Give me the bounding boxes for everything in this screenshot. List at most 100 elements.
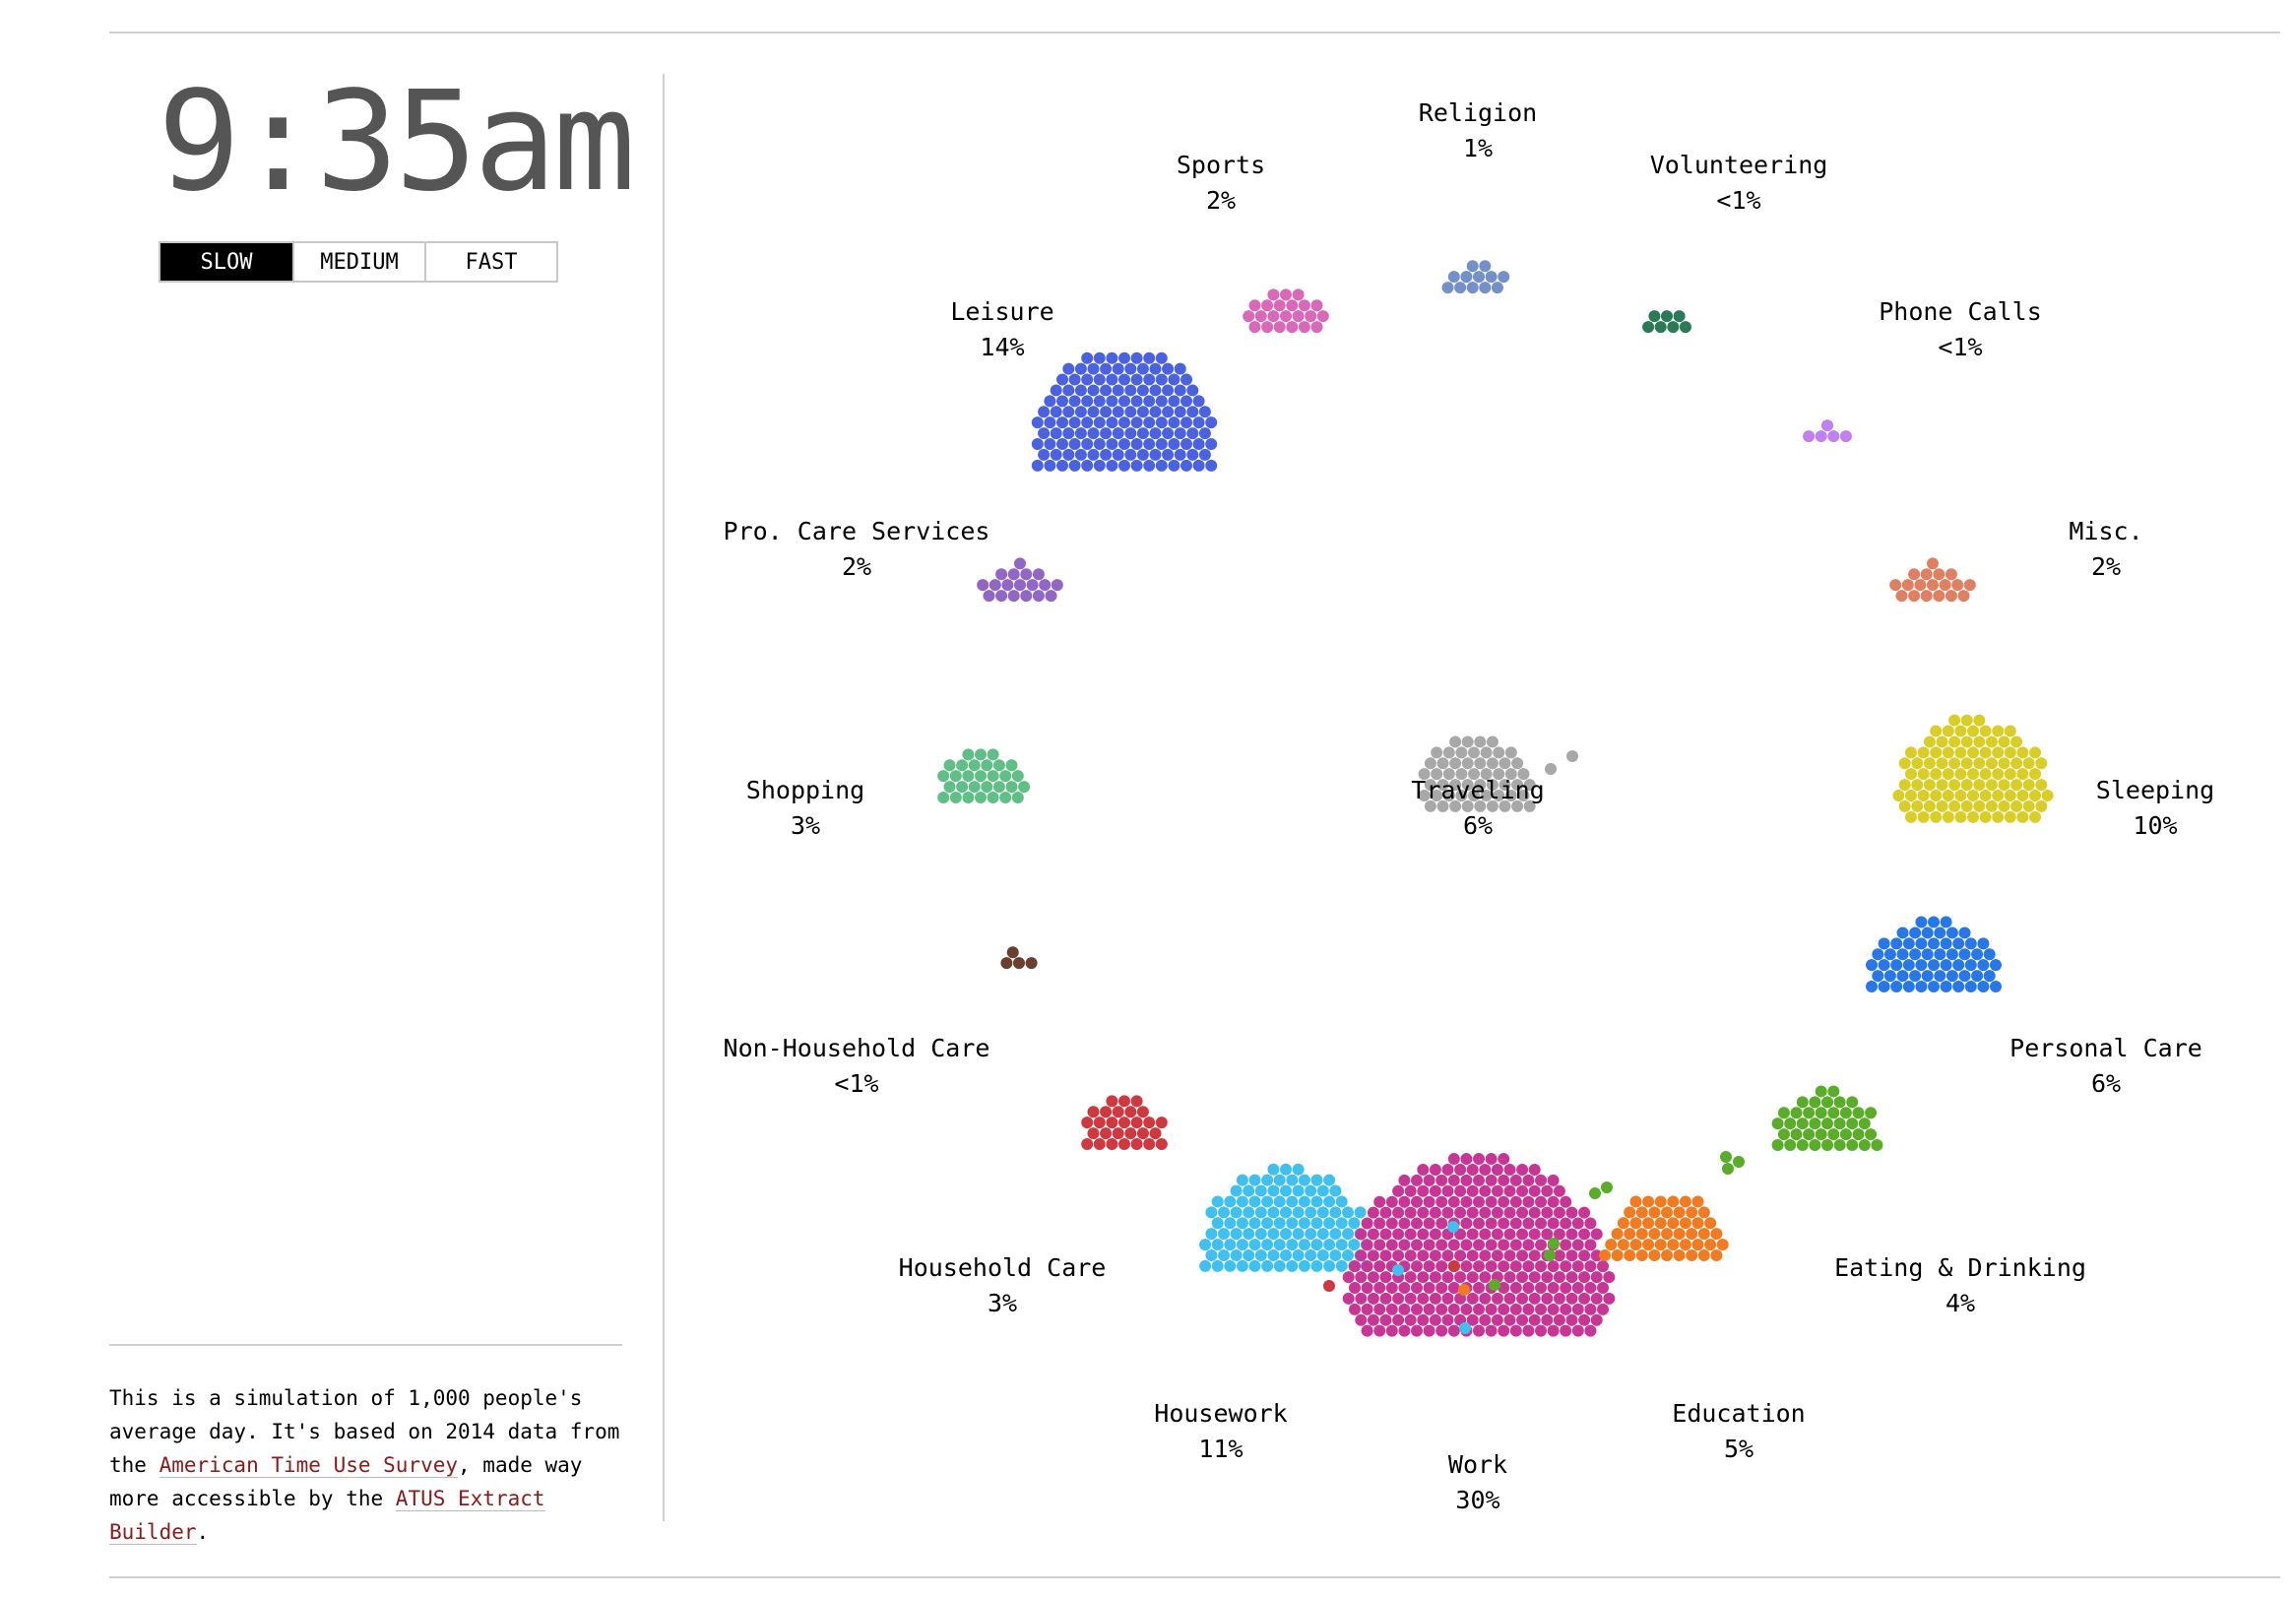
speed-slow-button[interactable]: SLOW xyxy=(160,243,292,281)
person-dot xyxy=(975,770,987,783)
person-dot xyxy=(1908,568,1921,581)
person-dot xyxy=(999,792,1012,803)
person-dot-moving xyxy=(1720,1151,1732,1163)
person-dot xyxy=(1168,438,1180,450)
person-dot xyxy=(1367,1313,1379,1326)
person-dot xyxy=(1081,373,1094,386)
person-dot xyxy=(1180,373,1192,386)
person-dot xyxy=(1517,790,1530,801)
label-household-care: Household Care 3% xyxy=(899,1250,1107,1321)
speed-fast-button[interactable]: FAST xyxy=(424,243,556,281)
person-dot xyxy=(1093,351,1106,364)
person-dot xyxy=(1983,970,1996,983)
person-dot xyxy=(1118,1095,1130,1108)
person-dot xyxy=(1474,799,1487,812)
activity-name: Housework xyxy=(1154,1399,1288,1428)
person-dot xyxy=(1466,1249,1479,1262)
person-dot xyxy=(1205,459,1218,472)
person-dot xyxy=(1509,1195,1522,1208)
person-dot xyxy=(1261,321,1274,334)
person-dot xyxy=(1143,459,1156,472)
person-dot xyxy=(1243,310,1255,323)
person-dot xyxy=(1429,1271,1441,1284)
person-dot xyxy=(1624,1228,1636,1241)
person-dot xyxy=(1093,1117,1106,1129)
person-dot xyxy=(1100,362,1113,375)
person-dot xyxy=(1921,926,1934,939)
person-dot xyxy=(1014,557,1026,570)
person-dot xyxy=(1118,1138,1130,1150)
person-dot xyxy=(1460,1239,1473,1251)
person-dot xyxy=(1087,1127,1100,1140)
person-dot xyxy=(1385,1217,1398,1230)
person-dot xyxy=(1954,746,1967,759)
person-dot xyxy=(1697,1249,1710,1261)
person-dot xyxy=(1584,1260,1597,1273)
person-dot xyxy=(1597,1282,1609,1294)
cluster-sports xyxy=(1243,288,1329,334)
person-dot xyxy=(1342,1292,1355,1305)
person-dot xyxy=(1833,1139,1846,1151)
person-dot xyxy=(2035,779,2048,792)
person-dot xyxy=(1560,1195,1572,1208)
person-dot xyxy=(1960,735,1973,748)
activity-name: Misc. xyxy=(2069,517,2143,545)
atus-link[interactable]: American Time Use Survey xyxy=(159,1453,459,1478)
person-dot xyxy=(1248,1259,1261,1272)
person-dot xyxy=(1143,1117,1156,1129)
person-dot xyxy=(1455,768,1468,781)
person-dot xyxy=(1130,1095,1143,1108)
person-dot xyxy=(1423,1239,1435,1251)
person-dot xyxy=(1933,568,1945,581)
person-dot xyxy=(1435,1303,1448,1315)
person-dot xyxy=(1597,1260,1609,1273)
person-dot xyxy=(1809,1139,1821,1151)
activity-pct: 1% xyxy=(1462,134,1494,162)
activity-pct: 6% xyxy=(2090,1069,2122,1098)
person-dot xyxy=(1686,1228,1698,1241)
person-dot xyxy=(1292,288,1305,301)
person-dot xyxy=(1423,1174,1435,1186)
person-dot xyxy=(1998,735,2010,748)
person-dot xyxy=(1883,970,1896,983)
person-dot xyxy=(1958,926,1971,939)
person-dot xyxy=(1948,799,1961,812)
cluster-personal-care xyxy=(1866,916,2002,992)
person-dot xyxy=(1248,1195,1261,1208)
person-dot xyxy=(1436,757,1449,770)
person-dot xyxy=(1447,271,1460,284)
speed-medium-button[interactable]: MEDIUM xyxy=(292,243,424,281)
person-dot xyxy=(1911,757,1924,770)
person-dot xyxy=(1118,351,1130,364)
person-dot xyxy=(1248,299,1261,312)
person-dot xyxy=(1917,810,1930,823)
person-dot xyxy=(1436,779,1449,792)
person-dot xyxy=(1516,1163,1529,1176)
cluster-education xyxy=(1599,1195,1729,1261)
person-dot xyxy=(1928,916,1940,928)
person-dot xyxy=(2022,779,2035,792)
person-dot xyxy=(1429,1249,1441,1262)
person-dot xyxy=(1890,981,1903,992)
person-dot xyxy=(1205,1206,1218,1219)
person-dot xyxy=(1827,1128,1840,1141)
activity-pct: 14% xyxy=(980,333,1025,361)
person-dot xyxy=(1124,384,1137,397)
person-dot xyxy=(1411,1282,1423,1294)
person-dot xyxy=(1025,957,1038,970)
person-dot xyxy=(1198,448,1211,461)
person-dot xyxy=(1584,1217,1597,1230)
person-dot xyxy=(1686,1206,1698,1219)
extract-builder-link[interactable]: ATUS Extract Builder xyxy=(109,1487,545,1545)
person-dot xyxy=(1560,1260,1572,1273)
person-dot xyxy=(1498,1153,1510,1166)
person-dot xyxy=(1124,448,1137,461)
person-dot xyxy=(1211,1195,1224,1208)
person-dot xyxy=(1954,810,1967,823)
person-dot xyxy=(1136,1106,1149,1118)
person-dot xyxy=(1571,1324,1584,1337)
person-dot xyxy=(1081,1117,1094,1129)
person-dot xyxy=(1385,1239,1398,1251)
person-dot xyxy=(1411,1217,1423,1230)
person-dot xyxy=(1001,579,1014,592)
